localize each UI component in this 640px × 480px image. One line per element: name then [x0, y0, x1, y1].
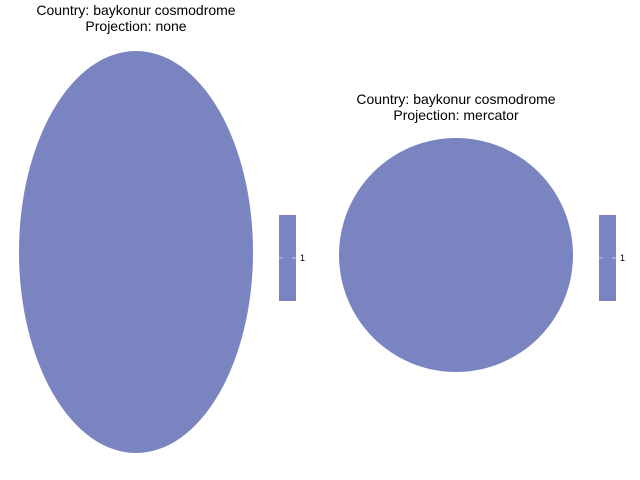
- legend-none: 1: [279, 215, 305, 301]
- region-shape-mercator: [339, 138, 573, 372]
- map-title-none: Country: baykonur cosmodrome Projection:…: [0, 2, 272, 34]
- legend-colorbar-none: [279, 215, 296, 301]
- map-panel-mercator: 1: [339, 138, 625, 372]
- region-shape-none: [19, 51, 253, 453]
- map-title-mercator-line2: Projection: mercator: [393, 107, 519, 123]
- map-title-mercator-line1: Country: baykonur cosmodrome: [356, 91, 556, 107]
- legend-colorbar-mercator: [599, 215, 616, 301]
- map-title-none-line2: Projection: none: [85, 18, 187, 34]
- map-panel-none: 1: [19, 51, 305, 453]
- map-title-none-line1: Country: baykonur cosmodrome: [36, 2, 236, 18]
- legend-tick-label-mercator: 1: [620, 253, 625, 263]
- map-title-mercator: Country: baykonur cosmodrome Projection:…: [320, 91, 592, 123]
- legend-tick-label-none: 1: [300, 253, 305, 263]
- legend-mercator: 1: [599, 215, 625, 301]
